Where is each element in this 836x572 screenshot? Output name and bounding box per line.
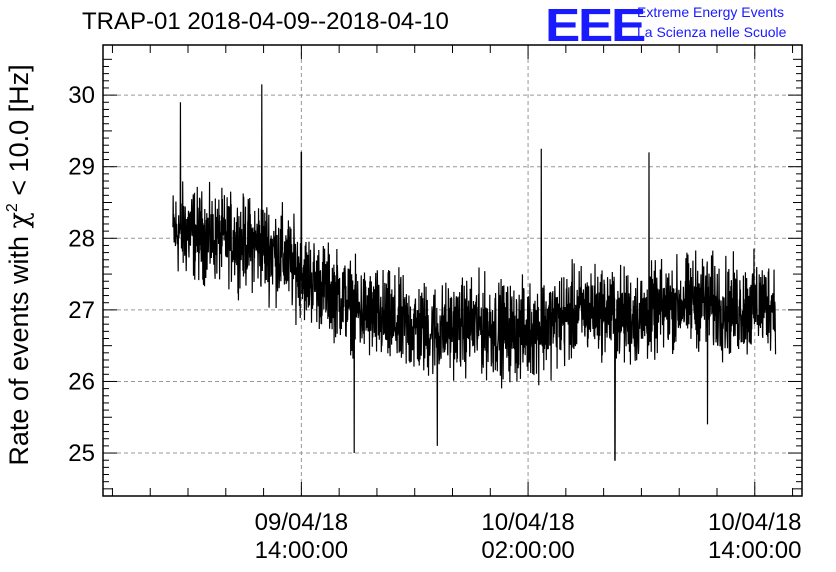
y-tick-label: 25 (68, 440, 95, 467)
chart-title: TRAP-01 2018-04-09--2018-04-10 (82, 8, 449, 35)
x-tick-label-time: 14:00:00 (255, 537, 348, 564)
x-tick-label-date: 09/04/18 (255, 509, 348, 536)
plot-frame (102, 44, 803, 497)
axes (102, 44, 803, 497)
y-axis-label: Rate of events with χ2 < 10.0 [Hz] (4, 64, 35, 465)
x-tick-label-date: 10/04/18 (708, 509, 801, 536)
logo-text-line2: La Scienza nelle Scuole (637, 24, 787, 40)
tick-labels: 25262728293009/04/1814:00:0010/04/1802:0… (68, 82, 801, 564)
data-layer (172, 84, 777, 461)
eee-logo: EEE (545, 0, 646, 51)
x-tick-label-date: 10/04/18 (481, 509, 574, 536)
y-tick-label: 28 (68, 225, 95, 252)
x-tick-label-time: 14:00:00 (708, 537, 801, 564)
y-tick-label: 29 (68, 154, 95, 181)
grid (103, 45, 802, 496)
y-tick-label: 30 (68, 82, 95, 109)
logo-text-line1: Extreme Energy Events (637, 4, 785, 20)
rate-series-line (172, 84, 777, 461)
y-tick-label: 27 (68, 297, 95, 324)
x-tick-label-time: 02:00:00 (481, 537, 574, 564)
y-tick-label: 26 (68, 368, 95, 395)
